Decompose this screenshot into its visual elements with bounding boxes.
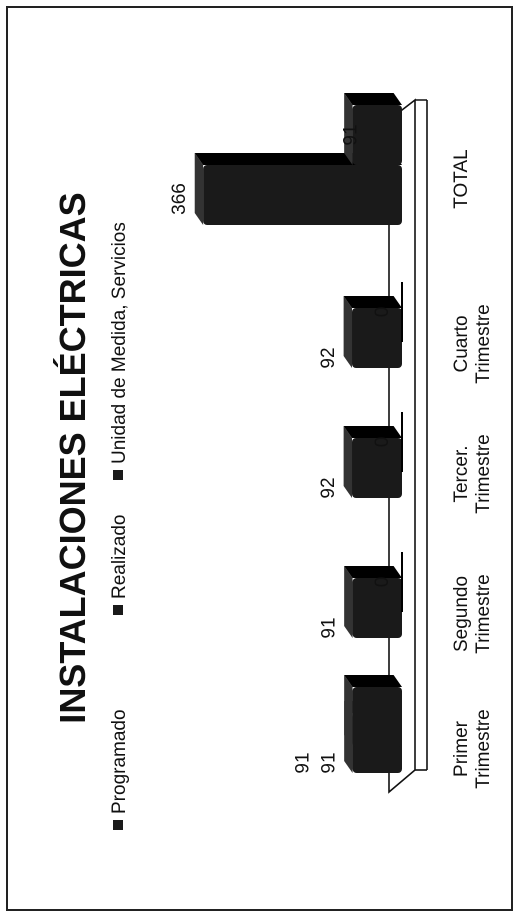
bar-realizado-0 — [344, 675, 403, 747]
page-frame — [6, 6, 513, 911]
category-label-2: Tercer.Trimestre — [451, 434, 494, 514]
legend-swatch-0 — [113, 820, 123, 830]
value-label-realizado-0: 91 — [293, 752, 314, 773]
bars — [194, 93, 403, 773]
category-label-0: PrimerTrimestre — [451, 709, 494, 789]
category-label-3: CuartoTrimestre — [451, 304, 494, 384]
legend: Programado Realizado Unidad de Medida, Ser… — [109, 222, 130, 830]
bar-programado-4 — [194, 153, 402, 225]
value-label-programado-4: 366 — [169, 183, 190, 215]
chart-title: INSTALACIONES ELÉCTRICAS — [52, 192, 93, 723]
legend-label-2: Unidad de Medida, Servicios — [109, 222, 130, 464]
bar-realizado-4 — [344, 93, 403, 165]
bar-programado-3 — [343, 296, 402, 368]
legend-label-0: Programado — [109, 709, 130, 814]
legend-swatch-2 — [113, 470, 123, 480]
value-label-realizado-4: 91 — [341, 124, 362, 145]
value-label-realizado-3: 0 — [372, 307, 393, 318]
value-label-programado-3: 92 — [318, 347, 339, 368]
category-labels: PrimerTrimestre SegundoTrimestre Tercer.Tr… — [451, 149, 494, 789]
value-label-realizado-1: 0 — [372, 577, 393, 588]
bar-programado-1 — [344, 566, 403, 638]
value-label-programado-0: 91 — [319, 752, 340, 773]
bar-programado-2 — [343, 426, 402, 498]
value-label-realizado-2: 0 — [372, 437, 393, 448]
chart-svg: INSTALACIONES ELÉCTRICAS Programado Reali… — [52, 93, 494, 830]
value-label-programado-1: 91 — [319, 617, 340, 638]
legend-label-1: Realizado — [109, 515, 130, 600]
value-label-programado-2: 92 — [318, 477, 339, 498]
category-label-1: SegundoTrimestre — [451, 574, 494, 654]
chart-stage: INSTALACIONES ELÉCTRICAS Programado Reali… — [7, 5, 514, 910]
legend-swatch-1 — [113, 605, 123, 615]
category-label-4: TOTAL — [451, 149, 472, 208]
